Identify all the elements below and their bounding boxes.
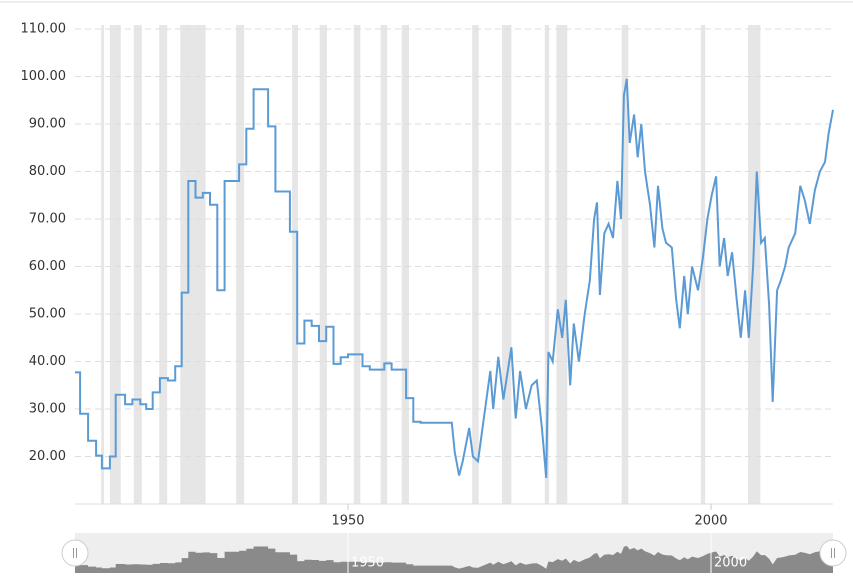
y-tick-label: 80.00 — [29, 164, 66, 179]
shaded-period — [380, 25, 388, 504]
navigator-area — [75, 545, 833, 573]
shaded-period — [700, 25, 706, 504]
navigator-handle[interactable] — [819, 539, 847, 567]
shaded-period — [180, 25, 206, 504]
shaded-period — [236, 25, 245, 504]
x-tick-label: 1950 — [331, 514, 364, 529]
navigator-handle[interactable] — [61, 539, 89, 567]
y-tick-label: 50.00 — [29, 307, 66, 322]
y-tick-label: 30.00 — [29, 402, 66, 417]
shaded-period — [472, 25, 479, 504]
y-tick-label: 90.00 — [29, 117, 66, 132]
shaded-period — [621, 25, 629, 504]
y-tick-label: 40.00 — [29, 354, 66, 369]
y-tick-label: 110.00 — [21, 22, 67, 37]
shaded-period — [501, 25, 512, 504]
y-tick-label: 100.00 — [21, 69, 67, 84]
y-tick-label: 20.00 — [29, 449, 66, 464]
x-tick-label: 2000 — [694, 514, 727, 529]
shaded-period — [133, 25, 142, 504]
y-tick-label: 60.00 — [29, 259, 66, 274]
shaded-period — [159, 25, 168, 504]
navigator-tick-label: 2000 — [714, 556, 747, 571]
shaded-period — [544, 25, 550, 504]
y-tick-label: 70.00 — [29, 212, 66, 227]
shaded-period — [292, 25, 298, 504]
shaded-period — [101, 25, 105, 504]
shaded-period — [401, 25, 409, 504]
shaded-period — [353, 25, 361, 504]
shaded-period — [109, 25, 121, 504]
navigator-tick-label: 1950 — [351, 556, 384, 571]
shaded-period — [319, 25, 327, 504]
data-line — [75, 78, 834, 478]
shaded-period — [556, 25, 568, 504]
shaded-period — [748, 25, 761, 504]
